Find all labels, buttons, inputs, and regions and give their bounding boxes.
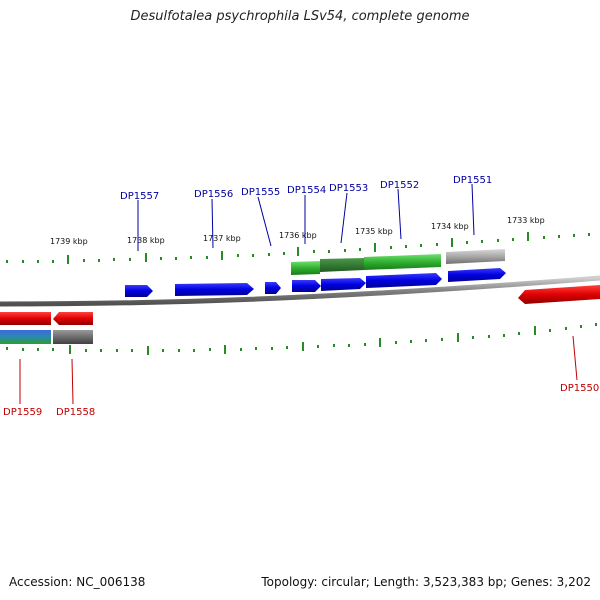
bottom-gene-labels: DP1559 DP1558 DP1550 <box>3 383 599 418</box>
gene-label-dp1555: DP1555 <box>241 187 280 198</box>
kbp-label-1735: 1735 kbp <box>355 227 393 236</box>
gene-label-dp1559: DP1559 <box>3 407 42 418</box>
gene-dp1558-arrow <box>53 312 93 325</box>
kbp-label-1733: 1733 kbp <box>507 216 545 225</box>
rna-darkgreen-mid <box>320 258 364 272</box>
gene-dp1550-arrow <box>518 285 600 304</box>
kbp-label-1736: 1736 kbp <box>279 231 317 240</box>
feature-bluegreen-lower <box>0 330 51 344</box>
gene-dp1559-arrow <box>0 312 51 325</box>
genome-title: Desulfotalea psychrophila LSv54, complet… <box>130 9 470 24</box>
genome-backbone <box>0 275 600 307</box>
gene-dp1553-arrow <box>321 278 366 291</box>
gene-label-dp1554: DP1554 <box>287 185 326 196</box>
gene-dp1554-arrow <box>292 280 321 292</box>
reverse-genes <box>0 285 600 344</box>
gene-label-dp1556: DP1556 <box>194 189 233 200</box>
rna-green-right <box>364 254 441 270</box>
rna-green-left <box>291 261 320 275</box>
gene-label-dp1553: DP1553 <box>329 183 368 194</box>
bottom-leader-lines <box>19 335 578 405</box>
top-leader-lines <box>137 183 475 251</box>
kbp-label-1739: 1739 kbp <box>50 237 88 246</box>
gene-dp1555-arrow <box>265 282 281 294</box>
gene-label-dp1552: DP1552 <box>380 180 419 191</box>
accession-text: Accession: NC_006138 <box>9 575 146 589</box>
gene-dp1556-arrow <box>175 283 254 296</box>
kbp-label-1737: 1737 kbp <box>203 234 241 243</box>
feature-gray-lower <box>53 330 93 344</box>
feature-gray-dp1551 <box>446 249 505 264</box>
gene-dp1557-arrow <box>125 285 153 297</box>
rna-features <box>291 249 505 275</box>
kbp-label-1738: 1738 kbp <box>127 236 165 245</box>
upper-tick-row <box>6 232 590 264</box>
gene-dp1551-arrow <box>448 268 506 282</box>
gene-dp1552-arrow <box>366 273 442 288</box>
top-gene-labels: DP1557 DP1556 DP1555 DP1554 DP1553 DP155… <box>120 175 492 202</box>
gene-label-dp1557: DP1557 <box>120 191 159 202</box>
scale-labels: 1739 kbp 1738 kbp 1737 kbp 1736 kbp 1735… <box>50 216 545 246</box>
topology-text: Topology: circular; Length: 3,523,383 bp… <box>261 575 591 589</box>
gene-label-dp1550: DP1550 <box>560 383 599 394</box>
gene-label-dp1558: DP1558 <box>56 407 95 418</box>
lower-tick-row <box>6 323 597 355</box>
kbp-label-1734: 1734 kbp <box>431 222 469 231</box>
gene-label-dp1551: DP1551 <box>453 175 492 186</box>
forward-genes <box>125 268 506 297</box>
